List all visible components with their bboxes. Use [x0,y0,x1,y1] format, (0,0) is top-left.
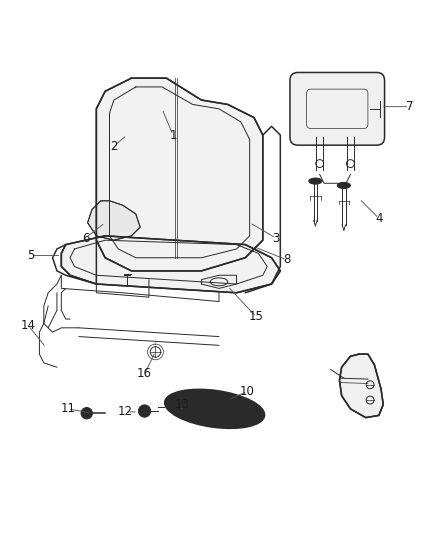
Text: 3: 3 [272,231,279,245]
Text: 6: 6 [81,231,89,245]
Text: 14: 14 [21,319,36,332]
Text: 10: 10 [240,385,255,398]
Polygon shape [61,236,280,293]
Text: 1: 1 [169,128,177,142]
Ellipse shape [337,182,350,189]
Text: 5: 5 [27,249,34,262]
Text: 12: 12 [117,406,132,418]
Text: 7: 7 [406,100,413,113]
Circle shape [183,403,194,414]
Text: 15: 15 [249,310,264,324]
Text: 11: 11 [60,402,75,415]
Text: 8: 8 [283,253,290,266]
Circle shape [81,408,92,419]
Ellipse shape [309,178,322,184]
Polygon shape [88,201,140,240]
Ellipse shape [165,389,265,429]
Circle shape [138,405,151,417]
Text: 2: 2 [110,140,118,152]
FancyBboxPatch shape [290,72,385,145]
Text: 16: 16 [137,367,152,381]
Text: 13: 13 [174,398,189,411]
Polygon shape [339,354,383,418]
Text: 4: 4 [375,212,383,225]
Polygon shape [96,78,263,271]
